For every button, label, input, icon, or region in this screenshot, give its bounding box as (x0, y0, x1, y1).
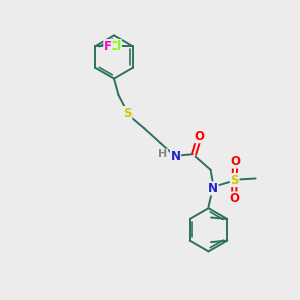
Text: O: O (229, 192, 239, 205)
Text: N: N (170, 150, 181, 163)
Text: H: H (158, 149, 167, 159)
Text: S: S (123, 106, 132, 120)
Text: Cl: Cl (108, 40, 121, 53)
Text: N: N (208, 182, 218, 195)
Text: O: O (194, 130, 205, 143)
Text: O: O (230, 155, 240, 168)
Text: S: S (230, 173, 239, 187)
Text: F: F (104, 40, 112, 53)
